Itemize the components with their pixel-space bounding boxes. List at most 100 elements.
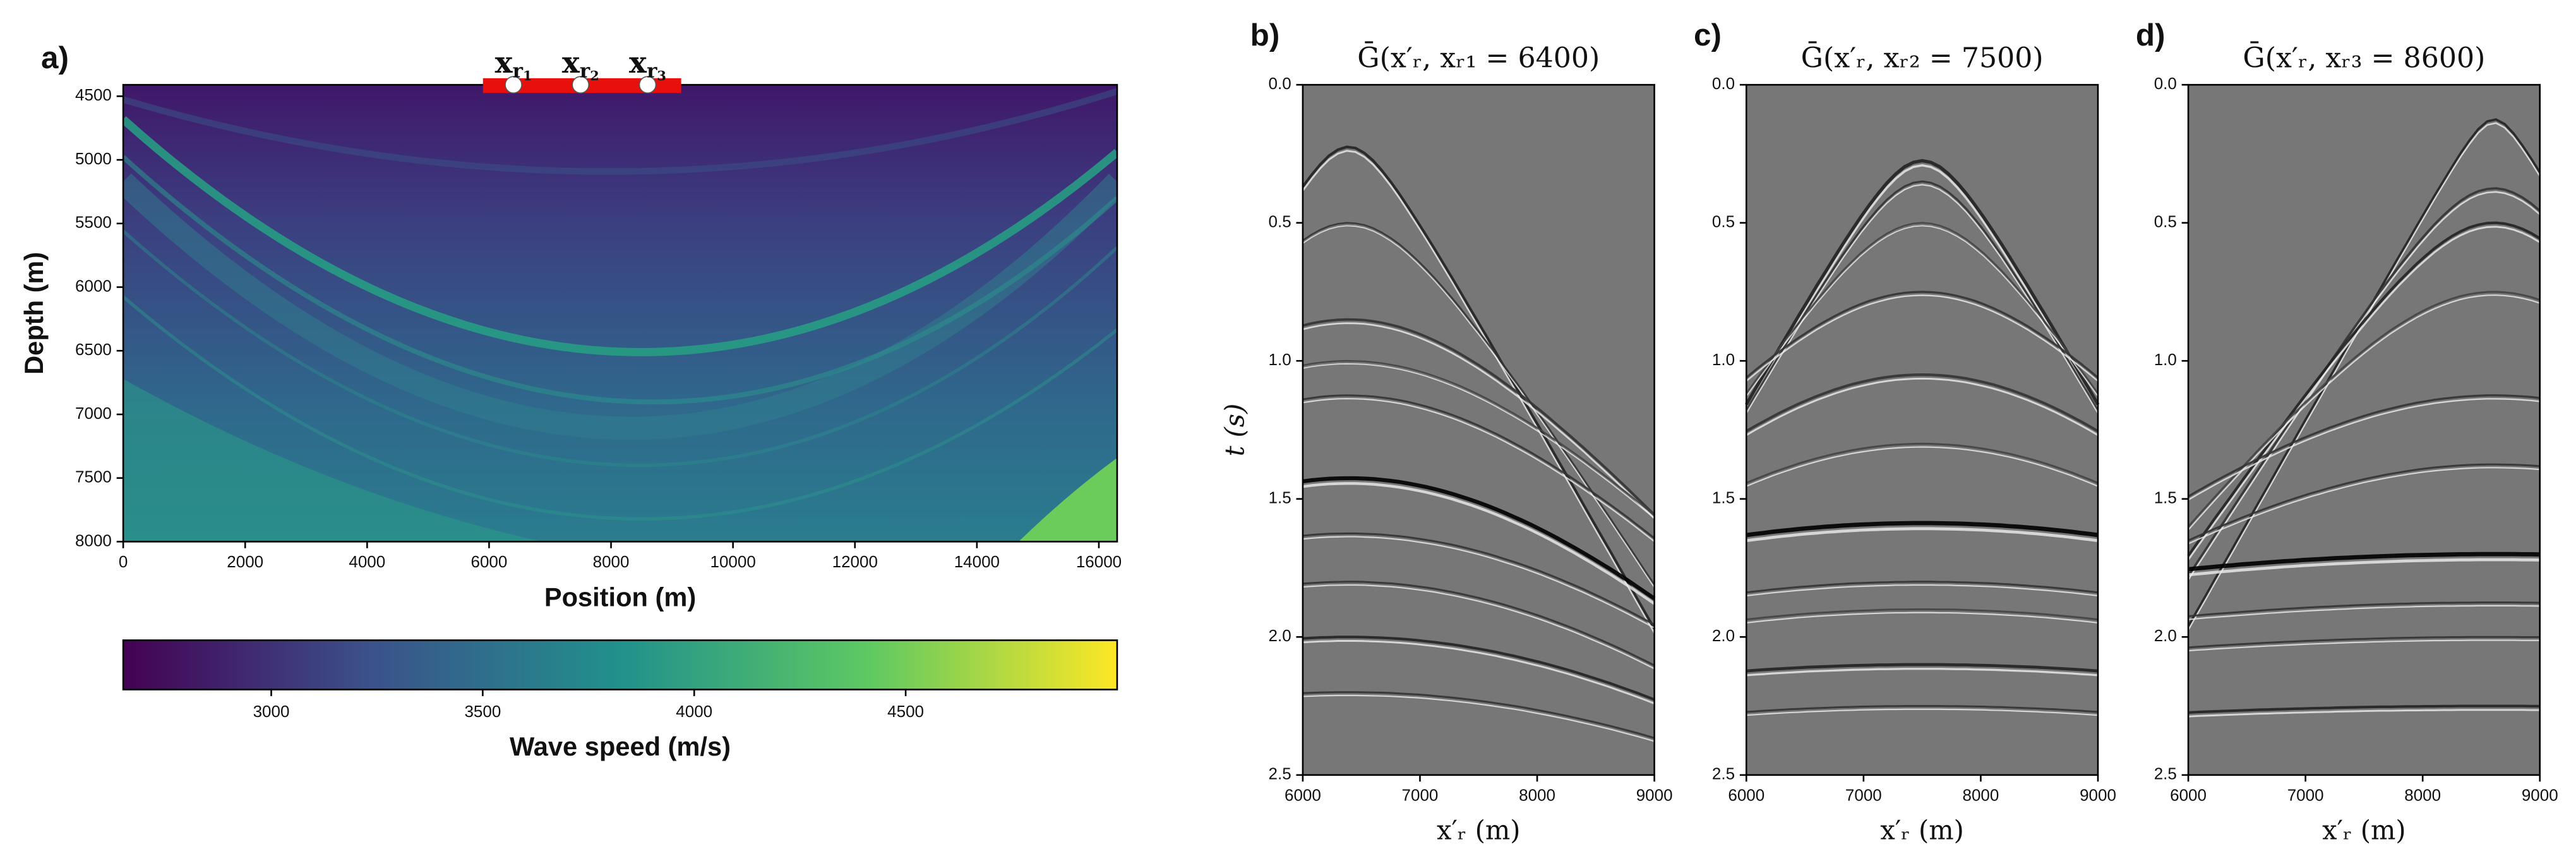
x-tick-label: 6000 — [471, 552, 508, 571]
event — [2188, 704, 2540, 714]
y-axis-label: t (s) — [1219, 404, 1250, 457]
event — [1302, 318, 1655, 516]
receiver-label-base: x — [495, 45, 513, 80]
x-tick-label: 12000 — [832, 552, 878, 571]
panel-title: Ḡ(x′ᵣ, xᵣ₁ = 6400) — [1357, 41, 1600, 75]
event-highlight — [1302, 150, 1655, 634]
event — [1302, 636, 1655, 701]
y-tick-label: 7000 — [75, 404, 112, 423]
colorbar-label: Wave speed (m/s) — [510, 732, 731, 761]
event — [2188, 552, 2540, 572]
receiver-label: xr2 — [562, 45, 599, 83]
event-highlight — [1302, 584, 1655, 670]
receiver-label: xr3 — [629, 45, 666, 83]
x-tick-label: 7000 — [1402, 785, 1439, 804]
y-tick-label: 1.5 — [1269, 488, 1291, 507]
event — [1745, 180, 2099, 411]
event — [1746, 521, 2099, 538]
event-highlight — [1302, 322, 1655, 519]
panel-label: b) — [1250, 18, 1280, 52]
event-highlight — [1746, 294, 2099, 382]
event-highlight — [1302, 397, 1655, 542]
event-highlight — [1746, 446, 2099, 487]
event — [1746, 373, 2099, 433]
y-tick-label: 2.0 — [2154, 626, 2177, 645]
receiver-label: xr1 — [495, 45, 532, 83]
y-tick-label: 2.5 — [1712, 764, 1735, 783]
event — [1302, 476, 1656, 600]
x-tick-label: 0 — [119, 552, 128, 571]
event — [1302, 145, 1656, 630]
y-tick-label: 1.0 — [1712, 350, 1735, 369]
y-tick-label: 7500 — [75, 467, 112, 486]
y-tick-label: 0.0 — [1712, 74, 1735, 93]
x-axis-label: x′ᵣ (m) — [2322, 814, 2406, 845]
y-tick-label: 1.5 — [1712, 488, 1735, 507]
x-tick-label: 8000 — [1519, 785, 1555, 804]
y-axis-label: Depth (m) — [19, 252, 49, 375]
x-tick-label: 6000 — [1285, 785, 1321, 804]
y-tick-label: 6500 — [75, 340, 112, 359]
event-highlight — [2188, 558, 2540, 577]
colorbar-tick-label: 4500 — [887, 702, 924, 721]
x-tick-label: 9000 — [2080, 785, 2116, 804]
receiver — [505, 76, 522, 93]
x-tick-label: 8000 — [1963, 785, 1999, 804]
y-tick-label: 2.0 — [1712, 626, 1735, 645]
colorbar-tick-label: 3500 — [464, 702, 501, 721]
event — [2188, 463, 2540, 541]
gather-background — [1746, 85, 2098, 775]
event-highlight — [1302, 694, 1655, 742]
y-tick-label: 6000 — [75, 276, 112, 295]
shot-gather — [2187, 85, 2541, 775]
panel-label: c) — [1694, 18, 1722, 52]
receiver — [572, 76, 590, 93]
y-tick-label: 0.5 — [1712, 212, 1735, 231]
event — [2187, 187, 2541, 577]
y-tick-label: 2.5 — [1269, 764, 1291, 783]
event-highlight — [2188, 709, 2540, 718]
receiver-label-sub: r — [647, 59, 657, 82]
event-highlight — [2188, 639, 2540, 652]
receiver-label-index: 1 — [523, 68, 532, 83]
x-tick-label: 4000 — [349, 552, 385, 571]
axes-frame — [1745, 83, 2099, 776]
receiver-label-index: 3 — [657, 68, 666, 83]
y-tick-label: 8000 — [75, 531, 112, 550]
x-tick-label: 9000 — [2522, 785, 2558, 804]
event — [2187, 221, 2541, 557]
event-highlight — [2188, 467, 2540, 545]
gather-background — [2188, 85, 2540, 775]
y-tick-label: 1.0 — [1269, 350, 1291, 369]
event-highlight — [1302, 482, 1655, 605]
event — [1745, 159, 2100, 406]
y-tick-label: 4500 — [75, 85, 112, 104]
receiver-label-base: x — [562, 45, 580, 80]
x-tick-label: 9000 — [1636, 785, 1673, 804]
event — [1746, 291, 2099, 379]
event-highlight — [1746, 377, 2099, 437]
y-tick-label: 5000 — [75, 149, 112, 168]
event-highlight — [2188, 398, 2540, 501]
x-axis-label: x′ᵣ (m) — [1437, 814, 1521, 845]
y-tick-label: 1.0 — [2154, 350, 2177, 369]
event — [1302, 359, 1655, 516]
y-tick-label: 2.5 — [2154, 764, 2177, 783]
x-tick-label: 6000 — [1728, 785, 1764, 804]
x-axis-label: Position (m) — [544, 582, 696, 612]
y-tick-label: 0.5 — [2154, 212, 2177, 231]
event — [1746, 581, 2099, 594]
x-tick-label: 7000 — [2287, 785, 2324, 804]
event-highlight — [1745, 164, 2099, 410]
event — [1746, 608, 2099, 621]
x-tick-label: 8000 — [2404, 785, 2441, 804]
y-tick-label: 0.0 — [2154, 74, 2177, 93]
shot-gather — [1745, 85, 2100, 775]
event — [1746, 442, 2099, 484]
event — [2188, 636, 2540, 649]
event-highlight — [1302, 640, 1655, 704]
panel-label: d) — [2136, 18, 2166, 52]
event-highlight — [1746, 584, 2099, 597]
event — [1746, 704, 2099, 713]
x-tick-label: 6000 — [2170, 785, 2207, 804]
